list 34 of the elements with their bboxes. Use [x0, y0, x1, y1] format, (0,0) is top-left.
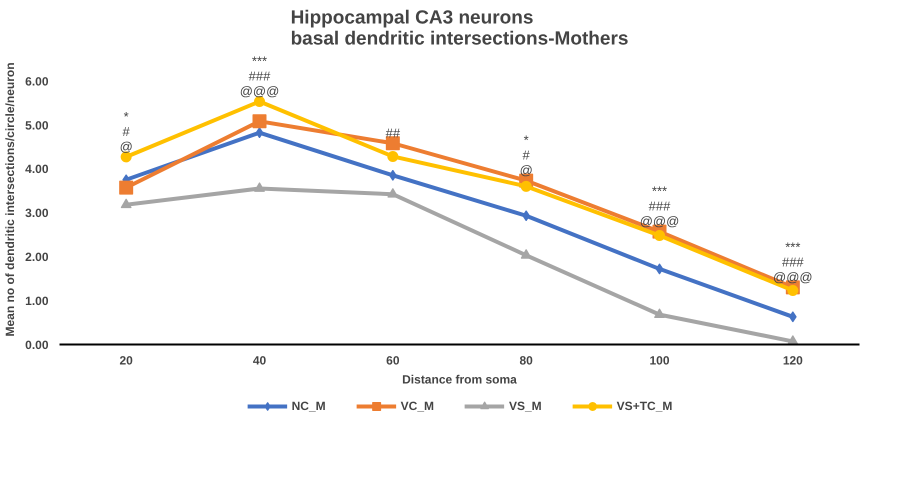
y-tick-label: 0.00	[25, 338, 49, 352]
y-tick-label: 6.00	[25, 74, 49, 88]
point	[252, 114, 266, 128]
annotation: *** ### @@@	[240, 54, 280, 99]
legend-label: VS_M	[508, 399, 542, 413]
x-axis-title: Distance from soma	[402, 372, 518, 386]
y-tick-label: 2.00	[25, 250, 49, 264]
point	[119, 180, 134, 195]
point	[654, 308, 665, 318]
x-tick-label: 120	[782, 354, 804, 368]
annotation: *** ### @@@	[640, 184, 680, 229]
x-tick-label: 40	[252, 354, 266, 368]
point	[120, 198, 132, 208]
point	[520, 180, 532, 192]
point	[654, 230, 665, 242]
y-tick-label: 3.00	[25, 206, 49, 220]
annotation: * # @	[120, 108, 133, 154]
legend-label: VC_M	[400, 399, 434, 413]
legend-label: NC_M	[292, 399, 326, 413]
x-tick-label: 100	[649, 354, 670, 368]
y-tick-label: 1.00	[25, 294, 49, 308]
point	[387, 150, 398, 162]
x-tick-label: 20	[119, 354, 134, 368]
annotation: ##	[386, 125, 401, 140]
point	[254, 182, 265, 192]
annotation: *** ### @@@	[773, 239, 813, 284]
x-tick-label: 80	[519, 354, 534, 368]
y-axis-title: Mean no of dendritic intersections/circle/neuron	[3, 62, 18, 337]
x-tick-label: 60	[386, 354, 400, 368]
legend-label: VS+TC_M	[616, 399, 672, 413]
y-tick-label: 5.00	[25, 118, 49, 132]
point	[787, 284, 798, 296]
y-tick-label: 4.00	[25, 162, 49, 176]
chart-title: Hippocampal CA3 neurons basal dendritic intersections-Mothers	[290, 8, 628, 50]
